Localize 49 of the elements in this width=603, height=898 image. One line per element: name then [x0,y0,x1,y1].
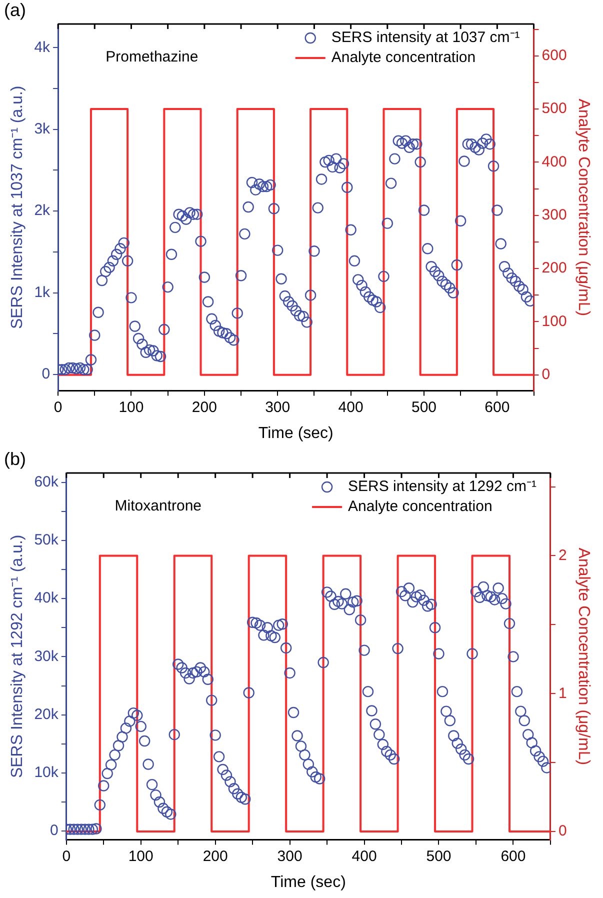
x-axis-title: Time (sec) [270,874,346,891]
y-tick-label: 1k [34,284,51,301]
y2-axis-title: Analyte Concentration (μg/mL) [574,98,592,316]
x-axis-title: Time (sec) [258,424,334,442]
y-tick-label: 20k [34,706,59,723]
y2-tick-label: 400 [542,153,567,170]
y2-tick-label: 100 [542,312,567,330]
y2-tick-label: 600 [542,47,567,64]
x-tick-label: 300 [265,398,290,416]
legend-label: SERS intensity at 1292 cm⁻¹ [348,478,536,496]
y2-tick-label: 200 [542,260,567,277]
text: (b) [4,448,26,469]
x-tick-label: 500 [426,848,452,865]
annotation: Mitoxantrone [114,498,202,515]
legend-label: SERS intensity at 1037 cm⁻¹ [331,29,520,46]
x-tick-label: 400 [352,848,377,865]
y2-tick-label: 2 [558,546,567,564]
y-tick-label: 0 [50,822,58,840]
annotation: Promethazine [106,48,198,66]
y-tick-label: 0 [42,366,50,383]
y2-tick-label: 1 [558,684,567,702]
y2-tick-label: 500 [542,100,567,118]
y-tick-label: 2k [34,202,51,220]
x-tick-label: 200 [192,398,217,416]
x-tick-label: 300 [277,848,302,865]
legend-label: Analyte concentration [348,498,492,516]
x-tick-label: 100 [118,398,144,416]
y-axis-title: SERS Intensity at 1292 cm⁻¹ (a.u.) [9,534,26,778]
y-tick-label: 10k [34,764,59,782]
y2-tick-label: 300 [542,206,567,224]
x-tick-label: 0 [62,848,71,865]
y-tick-label: 3k [34,120,51,138]
x-tick-label: 600 [500,848,526,865]
y-tick-label: 50k [34,532,59,549]
y2-axis-title: Analyte Concentration (μg/mL) [574,548,592,766]
text: (a) [4,0,26,20]
x-tick-label: 500 [411,398,437,416]
y2-tick-label: 0 [542,366,550,383]
x-tick-label: 200 [202,848,228,865]
y-tick-label: 60k [34,473,59,490]
x-tick-label: 100 [128,848,154,865]
y2-tick-label: 0 [558,822,567,840]
y-tick-label: 4k [34,38,51,56]
y-tick-label: 40k [34,590,59,607]
x-tick-label: 400 [338,398,364,416]
x-tick-label: 600 [484,398,510,416]
legend-label: Analyte concentration [331,49,476,66]
y-axis-title: SERS Intensity at 1037 cm⁻¹ (a.u.) [9,86,26,330]
y-tick-label: 30k [34,648,59,665]
